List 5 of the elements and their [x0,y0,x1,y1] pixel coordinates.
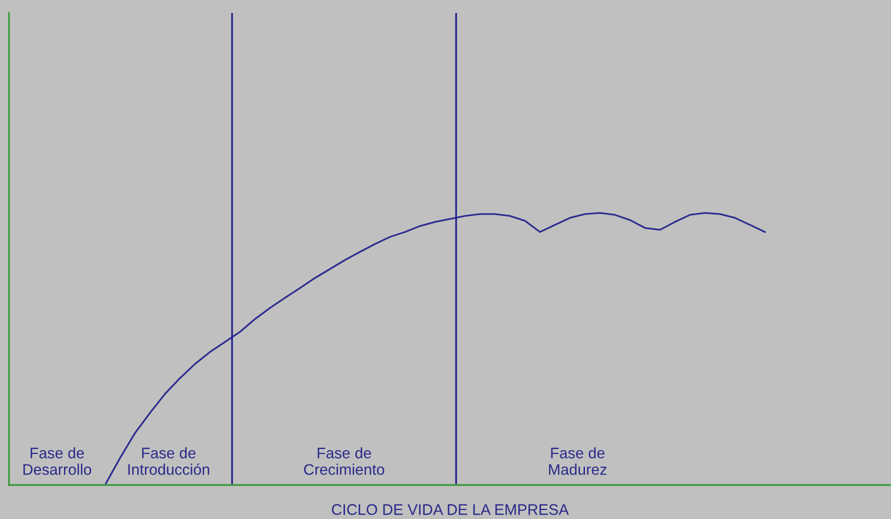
annotation: Fase de Crecimiento [304,447,384,475]
annotation: Fase de Madurez [549,447,606,475]
text: Fase de Desarrollo [23,447,92,475]
annotation: Fase de Introducción [128,447,210,475]
x-axis-title: CICLO DE VIDA DE LA EMPRESA [332,504,569,515]
